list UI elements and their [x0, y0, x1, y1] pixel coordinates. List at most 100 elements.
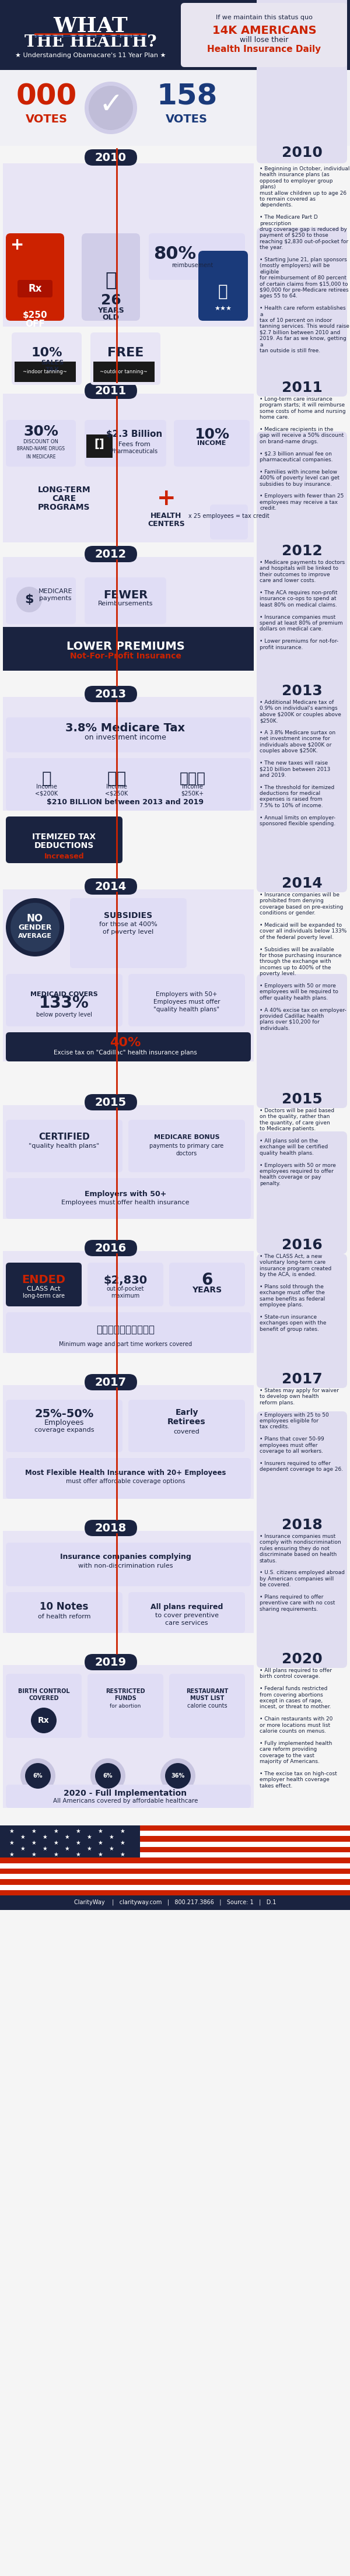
Text: 30%: 30% — [23, 425, 58, 438]
Text: x 25 employees = tax credit: x 25 employees = tax credit — [188, 513, 269, 518]
Text: RESTRICTED: RESTRICTED — [106, 1687, 145, 1695]
Text: • All plans required to offer
birth control coverage.

• Federal funds restricte: • All plans required to offer birth cont… — [260, 1667, 337, 1788]
FancyBboxPatch shape — [257, 433, 347, 559]
Bar — [0, 70, 350, 147]
Text: LONG-TERM: LONG-TERM — [38, 487, 91, 495]
Bar — [0, 1837, 350, 1842]
Text: COVERED: COVERED — [29, 1695, 59, 1700]
Text: Income
<$250K: Income <$250K — [105, 783, 128, 796]
Text: coverage expands: coverage expands — [34, 1427, 94, 1432]
Text: 3.8% Medicare Tax: 3.8% Medicare Tax — [65, 721, 185, 734]
Circle shape — [165, 1762, 191, 1788]
FancyBboxPatch shape — [257, 0, 347, 162]
Text: ★: ★ — [120, 1829, 125, 1834]
Circle shape — [95, 1762, 121, 1788]
Text: • Medicare payments to doctors
and hospitals will be linked to
their outcomes to: • Medicare payments to doctors and hospi… — [260, 559, 345, 649]
Text: PROGRAMS: PROGRAMS — [38, 502, 90, 513]
Text: All plans required: All plans required — [150, 1602, 223, 1610]
Bar — [0, 1896, 350, 1909]
Text: 158: 158 — [156, 82, 217, 111]
Circle shape — [10, 902, 60, 951]
Text: ★: ★ — [9, 1839, 14, 1847]
Text: $2.3 Billion: $2.3 Billion — [106, 430, 162, 438]
Bar — [3, 1664, 254, 1808]
Text: "quality health plans": "quality health plans" — [154, 1007, 220, 1012]
Circle shape — [16, 587, 42, 613]
Text: 2012: 2012 — [95, 549, 127, 559]
Text: FEWER: FEWER — [103, 590, 148, 600]
Text: MUST LIST: MUST LIST — [190, 1695, 224, 1700]
Text: 2011: 2011 — [282, 381, 323, 394]
Text: 2020: 2020 — [282, 1651, 322, 1667]
Text: []: [] — [94, 438, 104, 451]
Text: FREE: FREE — [107, 348, 144, 358]
Text: NO: NO — [27, 914, 43, 925]
Circle shape — [90, 1759, 125, 1793]
Text: ★: ★ — [76, 1839, 81, 1847]
Text: 👤👤👤: 👤👤👤 — [180, 773, 206, 786]
Circle shape — [89, 85, 133, 129]
Text: ★: ★ — [87, 1834, 92, 1839]
FancyBboxPatch shape — [70, 899, 187, 969]
Text: ★: ★ — [87, 1847, 92, 1852]
Text: • Additional Medicare tax of
0.9% on individual's earnings
above $200K or couple: • Additional Medicare tax of 0.9% on ind… — [260, 701, 341, 827]
Text: Income
$250K+: Income $250K+ — [181, 783, 204, 796]
Text: 2014: 2014 — [95, 881, 127, 891]
Text: maximum: maximum — [111, 1293, 140, 1298]
Text: "quality health plans": "quality health plans" — [29, 1144, 99, 1149]
Circle shape — [160, 1759, 195, 1793]
FancyBboxPatch shape — [6, 1674, 82, 1739]
Bar — [0, 1826, 350, 1896]
FancyBboxPatch shape — [181, 3, 347, 67]
Text: • Insurance companies will be
prohibited from denying
coverage based on pre-exis: • Insurance companies will be prohibited… — [260, 891, 346, 1030]
Text: ★: ★ — [120, 1839, 125, 1847]
Text: BRAND-NAME DRUGS: BRAND-NAME DRUGS — [17, 446, 65, 451]
Text: ★: ★ — [109, 1847, 114, 1852]
FancyBboxPatch shape — [6, 1785, 251, 1808]
Text: Employers with 50+: Employers with 50+ — [84, 1190, 166, 1198]
FancyBboxPatch shape — [257, 1131, 347, 1255]
FancyBboxPatch shape — [128, 477, 204, 538]
Text: on investment income: on investment income — [85, 734, 166, 742]
FancyBboxPatch shape — [6, 1262, 82, 1306]
FancyBboxPatch shape — [6, 577, 76, 623]
FancyBboxPatch shape — [169, 1674, 245, 1739]
Text: out-of-pocket: out-of-pocket — [107, 1285, 144, 1291]
Text: Not-For-Profit Insurance: Not-For-Profit Insurance — [70, 652, 181, 659]
Text: MEDICARE BONUS: MEDICARE BONUS — [154, 1133, 219, 1141]
Text: calorie counts: calorie counts — [187, 1703, 227, 1708]
Text: ★: ★ — [9, 1852, 14, 1857]
Text: long-term care: long-term care — [23, 1293, 65, 1298]
Text: ★: ★ — [42, 1847, 48, 1852]
Circle shape — [25, 1762, 51, 1788]
Text: Health Insurance Daily: Health Insurance Daily — [207, 44, 321, 54]
Bar — [0, 1891, 350, 1896]
Text: 2016: 2016 — [282, 1239, 322, 1252]
Text: INCOME: INCOME — [197, 440, 226, 446]
Text: ITEMIZED TAX: ITEMIZED TAX — [32, 832, 96, 840]
Text: 2019: 2019 — [95, 1656, 127, 1667]
Text: 2010: 2010 — [95, 152, 127, 162]
Text: • States may apply for waiver
to develop own health
reform plans.

• Employers w: • States may apply for waiver to develop… — [260, 1388, 343, 1471]
Text: 2015: 2015 — [282, 1092, 322, 1105]
Bar — [3, 162, 254, 327]
Bar — [0, 1862, 350, 1868]
Text: 2015: 2015 — [95, 1097, 127, 1108]
Text: reimbusement: reimbusement — [172, 263, 213, 268]
Text: 80%: 80% — [154, 245, 196, 263]
Text: • Long-term care insurance
program starts; it will reimburse
some costs of home : • Long-term care insurance program start… — [260, 397, 346, 510]
FancyBboxPatch shape — [85, 577, 166, 623]
Text: 2017: 2017 — [95, 1376, 127, 1388]
Text: $: $ — [25, 592, 34, 605]
Bar — [3, 556, 254, 670]
Text: 133%: 133% — [39, 994, 89, 1012]
FancyBboxPatch shape — [257, 1255, 347, 1388]
Text: ★: ★ — [42, 1834, 48, 1839]
FancyBboxPatch shape — [257, 974, 347, 1108]
Bar — [3, 1252, 254, 1352]
FancyBboxPatch shape — [128, 1399, 245, 1453]
Text: 36%: 36% — [171, 1772, 185, 1780]
Text: ★: ★ — [64, 1847, 70, 1852]
Bar — [0, 1852, 350, 1857]
Bar — [0, 1886, 350, 1891]
